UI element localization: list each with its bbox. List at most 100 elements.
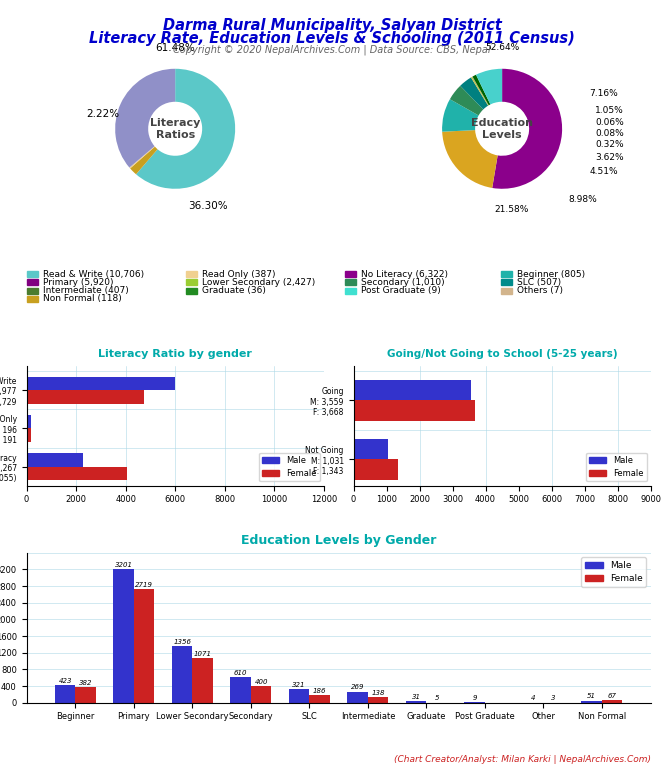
Text: 36.30%: 36.30% (189, 200, 228, 210)
Text: 0.08%: 0.08% (595, 129, 624, 138)
Text: Read & Write (10,706): Read & Write (10,706) (42, 270, 144, 279)
Text: Post Graduate (9): Post Graduate (9) (361, 286, 441, 295)
Text: Primary (5,920): Primary (5,920) (42, 278, 114, 287)
Text: Graduate (36): Graduate (36) (202, 286, 266, 295)
Wedge shape (473, 74, 491, 105)
Wedge shape (460, 78, 488, 109)
Text: 1071: 1071 (194, 650, 212, 657)
Bar (27, 280, 38, 286)
Text: 2719: 2719 (135, 582, 153, 588)
Title: Literacy Ratio by gender: Literacy Ratio by gender (98, 349, 252, 359)
Bar (76, 687, 96, 703)
Bar (501, 271, 512, 277)
Bar (27, 390, 143, 403)
Text: SLC (507): SLC (507) (517, 278, 561, 287)
Text: 400: 400 (254, 679, 268, 685)
Wedge shape (492, 69, 562, 189)
Bar (406, 701, 426, 703)
Text: 61.48%: 61.48% (155, 43, 195, 53)
Text: Literacy
Ratios: Literacy Ratios (150, 118, 201, 140)
Wedge shape (136, 69, 235, 189)
Text: Copyright © 2020 NepalArchives.Com | Data Source: CBS, Nepal: Copyright © 2020 NepalArchives.Com | Dat… (173, 45, 491, 55)
Text: 0.06%: 0.06% (595, 118, 624, 127)
Legend: Male, Female: Male, Female (586, 452, 647, 482)
Text: 321: 321 (292, 682, 306, 688)
Wedge shape (471, 77, 489, 106)
Text: 52.64%: 52.64% (485, 43, 519, 52)
Wedge shape (130, 147, 157, 174)
Wedge shape (129, 146, 155, 168)
Bar (345, 271, 356, 277)
Text: 382: 382 (79, 680, 92, 686)
Wedge shape (442, 99, 479, 131)
Text: 51: 51 (587, 694, 596, 700)
Text: 1.05%: 1.05% (595, 106, 624, 115)
Bar (27, 377, 175, 390)
Text: 5: 5 (434, 695, 439, 701)
Bar (309, 695, 330, 703)
Text: Read Only (387): Read Only (387) (202, 270, 276, 279)
Text: Lower Secondary (2,427): Lower Secondary (2,427) (202, 278, 315, 287)
Bar (501, 288, 512, 293)
Text: (Chart Creator/Analyst: Milan Karki | NepalArchives.Com): (Chart Creator/Analyst: Milan Karki | Ne… (394, 755, 651, 764)
Text: Education
Levels: Education Levels (471, 118, 533, 140)
Text: 0.32%: 0.32% (595, 140, 623, 149)
Text: 4.51%: 4.51% (589, 167, 618, 177)
Text: Others (7): Others (7) (517, 286, 563, 295)
Text: 67: 67 (608, 693, 617, 699)
Text: 7.16%: 7.16% (589, 89, 618, 98)
Text: 3.62%: 3.62% (595, 153, 623, 162)
Wedge shape (472, 77, 489, 105)
Text: 3201: 3201 (115, 562, 133, 568)
Bar (55, 685, 76, 703)
Text: No Literacy (6,322): No Literacy (6,322) (361, 270, 448, 279)
Legend: Male, Female: Male, Female (259, 452, 319, 482)
Bar (353, 400, 475, 421)
Bar (134, 589, 154, 703)
Bar (345, 288, 356, 293)
Bar (27, 271, 38, 277)
Bar (27, 415, 31, 429)
Bar (368, 697, 388, 703)
Text: 269: 269 (351, 684, 365, 690)
Bar (602, 700, 622, 703)
Bar (27, 288, 38, 293)
Bar (27, 429, 31, 442)
Bar (353, 459, 398, 480)
Bar (186, 288, 197, 293)
Wedge shape (115, 69, 175, 167)
Bar (186, 271, 197, 277)
Bar (501, 280, 512, 286)
Bar (186, 280, 197, 286)
Wedge shape (450, 86, 483, 115)
Title: Going/Not Going to School (5-25 years): Going/Not Going to School (5-25 years) (387, 349, 618, 359)
Text: 1356: 1356 (173, 639, 191, 645)
Text: 21.58%: 21.58% (494, 205, 529, 214)
Bar (114, 569, 134, 703)
Text: Non Formal (118): Non Formal (118) (42, 294, 122, 303)
Bar (353, 380, 471, 400)
Text: 4: 4 (531, 695, 535, 701)
Text: 138: 138 (371, 690, 385, 696)
Bar (27, 453, 83, 467)
Text: 610: 610 (234, 670, 248, 676)
Bar (251, 686, 272, 703)
Text: 2.22%: 2.22% (86, 109, 120, 119)
Bar (289, 690, 309, 703)
Text: Intermediate (407): Intermediate (407) (42, 286, 129, 295)
Text: 186: 186 (313, 687, 327, 694)
Bar (27, 467, 127, 480)
Bar (27, 296, 38, 302)
Text: 423: 423 (58, 678, 72, 684)
Wedge shape (472, 77, 489, 105)
Wedge shape (476, 69, 502, 104)
Bar (230, 677, 251, 703)
Bar (345, 280, 356, 286)
Bar (347, 691, 368, 703)
Bar (172, 646, 193, 703)
Text: Darma Rural Municipality, Salyan District: Darma Rural Municipality, Salyan Distric… (163, 18, 501, 33)
Wedge shape (442, 130, 497, 188)
Legend: Male, Female: Male, Female (581, 558, 646, 587)
Text: Secondary (1,010): Secondary (1,010) (361, 278, 445, 287)
Bar (353, 439, 388, 459)
